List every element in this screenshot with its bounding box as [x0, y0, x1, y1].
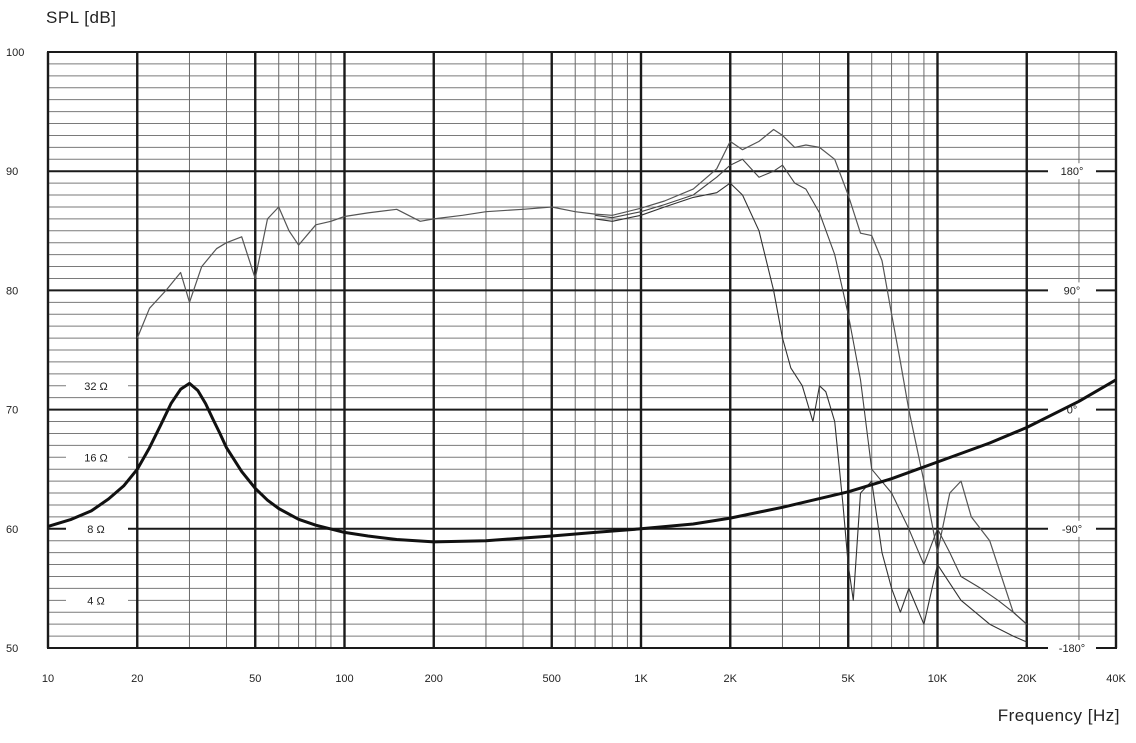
impedance-label: 32 Ω	[84, 381, 108, 393]
plot-frame	[47, 51, 1117, 649]
curve-spl-0deg	[136, 128, 1028, 625]
phase-label-bg	[1048, 163, 1096, 180]
x-tick-label: 20K	[1017, 673, 1037, 685]
y-tick-label: 70	[6, 405, 18, 417]
impedance-label-bg	[66, 520, 128, 537]
x-tick-label: 40K	[1106, 673, 1126, 685]
curve-spl-60deg	[595, 182, 1027, 643]
x-tick-label: 10K	[928, 673, 948, 685]
x-tick-label: 2K	[724, 673, 738, 685]
y-tick-label: 80	[6, 285, 18, 297]
phase-label: -180°	[1059, 643, 1085, 655]
y-tick-label: 60	[6, 524, 18, 536]
phase-label: 180°	[1061, 166, 1084, 178]
curve-spl-30deg	[595, 158, 1028, 625]
phase-label: -90°	[1062, 524, 1082, 536]
impedance-label-bg	[66, 592, 128, 609]
x-axis-title: Frequency [Hz]	[997, 706, 1120, 725]
x-tick-label: 100	[335, 673, 353, 685]
phase-label-bg	[1048, 282, 1096, 299]
x-tick-label: 20	[131, 673, 143, 685]
impedance-label: 4 Ω	[87, 595, 104, 607]
x-tick-label: 50	[249, 673, 261, 685]
x-tick-label: 10	[42, 673, 54, 685]
impedance-label-bg	[66, 449, 128, 466]
impedance-label-bg	[66, 377, 128, 394]
y-tick-label: 50	[6, 643, 18, 655]
phase-label-bg	[1048, 640, 1096, 656]
phase-label: 0°	[1067, 405, 1078, 417]
phase-label-bg	[1048, 520, 1096, 537]
x-tick-label: 500	[543, 673, 561, 685]
y-tick-label: 100	[6, 47, 24, 59]
phase-label: 90°	[1064, 285, 1081, 297]
x-tick-label: 5K	[842, 673, 856, 685]
x-tick-label: 1K	[634, 673, 648, 685]
y-axis-title: SPL [dB]	[46, 8, 117, 27]
y-tick-label: 90	[6, 166, 18, 178]
x-tick-label: 200	[425, 673, 443, 685]
phase-label-bg	[1048, 401, 1096, 418]
impedance-label: 16 Ω	[84, 452, 108, 464]
curve-impedance	[47, 378, 1117, 544]
impedance-label: 8 Ω	[87, 524, 104, 536]
